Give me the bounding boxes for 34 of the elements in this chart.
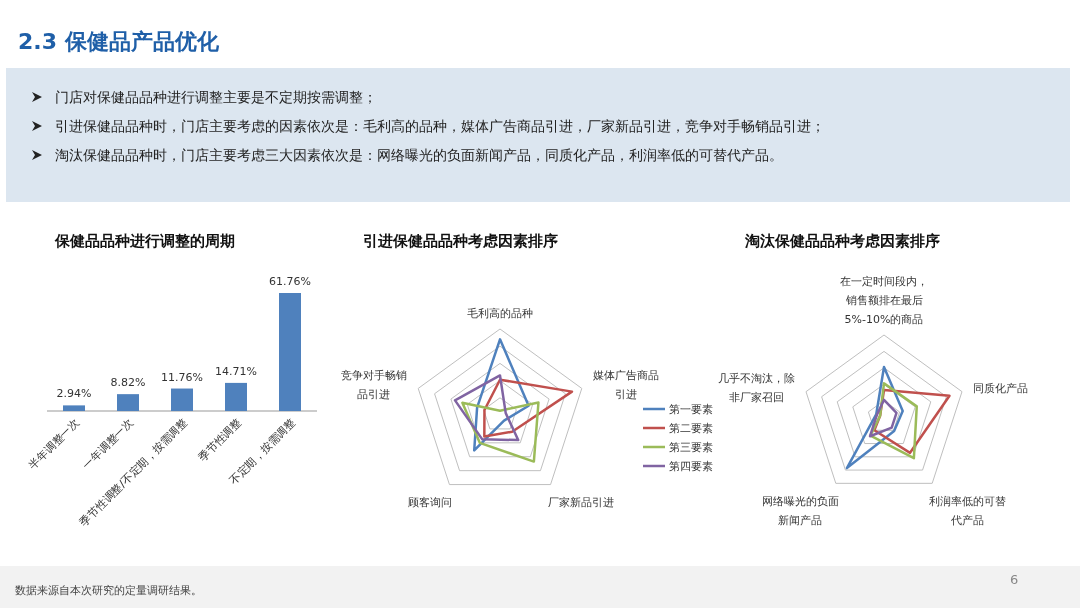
data-label: 14.71% — [215, 364, 257, 378]
bar — [117, 394, 139, 411]
spoke-label: 同质化产品 — [973, 381, 1029, 395]
text: 2.3 保健品产品优化 — [18, 29, 220, 54]
text: 门店对保健品品种进行调整主要是不定期按需调整； — [55, 89, 377, 105]
spoke-label: 顾客询问 — [408, 496, 453, 510]
bar — [225, 382, 247, 411]
spoke-label: 几乎不淘汰，除非厂家召回 — [717, 372, 795, 405]
legend-label: 第四要素 — [669, 460, 713, 473]
bar — [171, 388, 193, 411]
data-label: 8.82% — [110, 376, 146, 390]
data-label: 2.94% — [56, 387, 92, 401]
spoke-label: 竞争对手畅销品引进 — [340, 369, 407, 402]
chart-title: 保健品品种进行调整的周期 — [54, 232, 235, 250]
chart-title: 引进保健品品种考虑因素排序 — [362, 232, 558, 250]
legend-label: 第三要素 — [669, 441, 713, 454]
spoke-label: 厂家新品引进 — [547, 496, 614, 510]
bar — [279, 293, 301, 411]
x-tick-label: 半年调整一次 — [26, 415, 83, 472]
data-label: 11.76% — [161, 370, 203, 384]
spoke-label: 毛利高的品种 — [467, 307, 533, 320]
chart-title: 淘汰保健品品种考虑因素排序 — [743, 232, 940, 250]
bar — [63, 405, 85, 411]
spoke-label: 利润率低的可替代产品 — [929, 495, 1007, 528]
text: 6 — [1010, 572, 1019, 587]
text: 数据来源自本次研究的定量调研结果。 — [15, 584, 202, 597]
legend-label: 第二要素 — [669, 422, 713, 435]
legend-label: 第一要素 — [669, 403, 713, 416]
text: 淘汰保健品品种时，门店主要考虑三大因素依次是：网络曝光的负面新闻产品，同质化产品，利润率低的可替代产品。 — [55, 147, 783, 163]
spoke-label: 媒体广告商品引进 — [593, 369, 660, 402]
spoke-label: 网络曝光的负面新闻产品 — [761, 495, 839, 528]
data-label: 61.76% — [269, 275, 311, 288]
spoke-label: 在一定时间段内，销售额排在最后5%-10%的商品 — [840, 275, 928, 326]
text: 引进保健品品种时，门店主要考虑的因素依次是：毛利高的品种，媒体广告商品引进，厂家新品引进，竞争对手畅销品引进； — [55, 118, 825, 134]
